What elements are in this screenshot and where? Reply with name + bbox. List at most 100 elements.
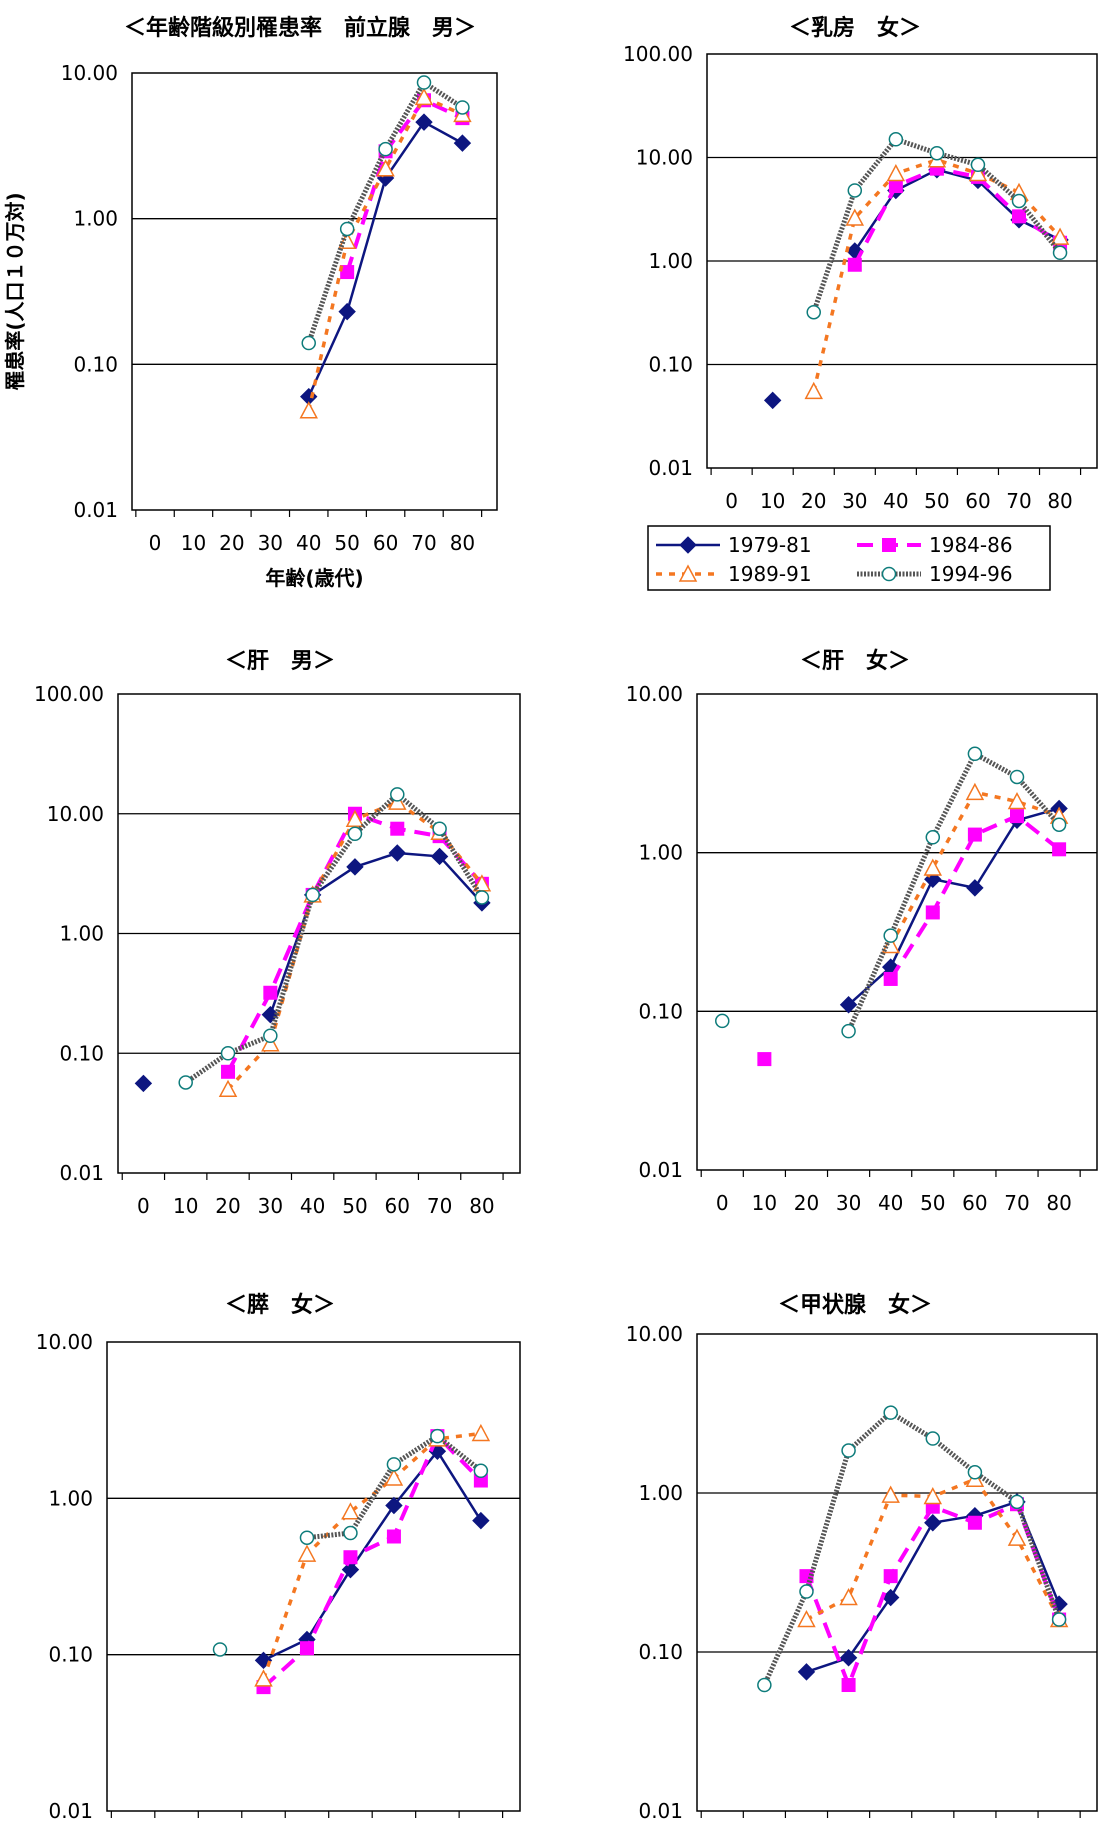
data-point-1979-81 xyxy=(430,847,449,866)
data-point-1989-91 xyxy=(218,1079,238,1098)
data-point-1989-91 xyxy=(804,381,823,400)
data-point-1984-86 xyxy=(967,1515,982,1530)
data-point-1994-96 xyxy=(416,75,432,90)
data-point-1994-96 xyxy=(799,1584,814,1599)
y-tick-label: 0.01 xyxy=(59,1161,104,1185)
data-point-1994-96 xyxy=(847,183,863,198)
data-point-1994-96 xyxy=(305,887,320,903)
legend-label: 1984-86 xyxy=(929,533,1013,557)
x-tick-label: 70 xyxy=(1006,489,1031,513)
x-tick-label: 30 xyxy=(258,531,283,555)
data-point-1994-96 xyxy=(925,830,941,845)
x-tick-label: 50 xyxy=(920,1191,945,1215)
data-point-1994-96 xyxy=(390,787,405,802)
x-tick-label: 30 xyxy=(836,1191,861,1215)
series-line-1994-96 xyxy=(184,791,485,1085)
legend-item-1989-91: 1989-91 xyxy=(656,562,812,586)
series-line-1984-86 xyxy=(262,1432,483,1689)
data-point-1989-91 xyxy=(965,782,985,801)
series-line-1994-96 xyxy=(306,78,464,344)
x-tick-label: 80 xyxy=(469,1194,494,1218)
data-point-1979-81 xyxy=(924,1514,942,1532)
data-point-1979-81 xyxy=(388,844,406,862)
x-tick-label: 50 xyxy=(924,489,949,513)
y-tick-label: 0.01 xyxy=(48,1799,93,1823)
data-point-1984-86 xyxy=(841,1678,856,1693)
data-point-1994-96 xyxy=(178,1075,193,1090)
x-tick-label: 10 xyxy=(752,1191,777,1215)
legend-marker-1994-96 xyxy=(881,566,897,582)
y-tick-label: 100.00 xyxy=(34,682,104,706)
data-point-1994-96 xyxy=(301,335,316,351)
data-point-1994-96 xyxy=(220,1046,236,1061)
x-tick-label: 50 xyxy=(342,1194,367,1218)
legend-item-1979-81: 1979-81 xyxy=(656,533,812,557)
chart-panel-3: ＜肝 男＞ 100.00 10.00 1.00 0.10 0.01 0 10 20 30 40 50 6… xyxy=(34,649,521,1218)
data-point-1994-96 xyxy=(455,100,470,115)
data-point-1979-81 xyxy=(415,113,433,131)
data-point-1979-81 xyxy=(261,1005,280,1024)
data-point-1984-86 xyxy=(390,821,405,836)
data-point-1989-91 xyxy=(1007,1528,1027,1546)
series-1984-86 xyxy=(847,161,1068,272)
series-1994-96 xyxy=(757,1405,1067,1693)
series-1979-81 xyxy=(839,799,1068,1014)
data-point-1984-86 xyxy=(1052,842,1067,857)
y-tick-label: 0.10 xyxy=(638,1640,683,1664)
series-1994-96 xyxy=(715,746,1067,1039)
y-tick-label: 10.00 xyxy=(636,146,693,170)
legend-label: 1994-96 xyxy=(929,562,1013,586)
y-tick-label: 0.01 xyxy=(638,1158,683,1182)
plot-area xyxy=(696,693,1098,1171)
data-point-1984-86 xyxy=(343,1550,358,1565)
legend-box xyxy=(647,525,1051,591)
chart-title: ＜膵 女＞ xyxy=(225,1292,335,1318)
data-point-1989-91 xyxy=(881,1485,900,1503)
data-point-1989-91 xyxy=(297,1544,317,1562)
data-point-1989-91 xyxy=(968,163,988,182)
y-tick-label: 0.01 xyxy=(73,498,118,522)
data-point-1994-96 xyxy=(967,746,983,762)
series-line-1984-86 xyxy=(345,97,464,273)
data-point-1989-91 xyxy=(1007,791,1027,810)
chart-title: ＜年齢階級別罹患率 前立腺 男＞ xyxy=(124,15,476,41)
series-1994-96 xyxy=(212,1428,489,1657)
data-point-1984-86 xyxy=(967,827,982,842)
x-tick-label: 60 xyxy=(373,531,398,555)
chart-panel-2: ＜乳房 女＞ 100.00 10.00 1.00 0.10 0.01 0 10 20 30 40 50… xyxy=(623,15,1098,513)
series-1979-81 xyxy=(254,1442,490,1670)
chart-panel-4: ＜肝 女＞ 10.00 1.00 0.10 0.01 0 10 20 30 40 50 60 70 80 xyxy=(626,648,1098,1215)
data-point-1989-91 xyxy=(414,87,434,106)
legend-label: 1989-91 xyxy=(728,562,812,586)
data-point-1984-86 xyxy=(925,905,940,920)
x-tick-label: 30 xyxy=(258,1194,283,1218)
x-tick-label: 0 xyxy=(725,489,738,513)
series-line-1979-81 xyxy=(262,1449,482,1662)
data-point-1989-91 xyxy=(299,401,318,419)
x-tick-label: 80 xyxy=(1047,489,1072,513)
legend-item-1984-86: 1984-86 xyxy=(857,533,1013,557)
x-tick-label: 0 xyxy=(716,1191,729,1215)
x-tick-label: 70 xyxy=(1004,1191,1029,1215)
data-point-1984-86 xyxy=(847,257,862,272)
series-1989-91 xyxy=(804,150,1070,400)
data-point-1989-91 xyxy=(261,1034,280,1052)
series-line-1984-86-1 xyxy=(889,813,1061,980)
data-point-1979-81 xyxy=(881,1588,900,1607)
x-tick-label: 70 xyxy=(411,531,436,555)
data-point-1989-91 xyxy=(384,1468,404,1486)
x-tick-label: 40 xyxy=(296,531,321,555)
x-tick-label: 60 xyxy=(385,1194,410,1218)
data-point-1994-96 xyxy=(715,1013,730,1029)
data-point-1994-96 xyxy=(1009,1494,1025,1510)
series-line-1994-96 xyxy=(762,1409,1062,1687)
chart-panel-6: ＜甲状腺 女＞10.001.000.100.010102030405060708… xyxy=(626,1292,1098,1823)
data-point-1979-81 xyxy=(346,858,364,876)
x-tick-label: 0 xyxy=(137,1194,150,1218)
data-point-1989-91 xyxy=(881,935,900,954)
data-point-1984-86 xyxy=(340,265,355,280)
data-point-1989-91 xyxy=(471,1423,491,1442)
legend: 1979-81 1984-86 1989-91 1994-96 xyxy=(647,525,1051,591)
y-tick-label: 10.00 xyxy=(626,1322,683,1346)
